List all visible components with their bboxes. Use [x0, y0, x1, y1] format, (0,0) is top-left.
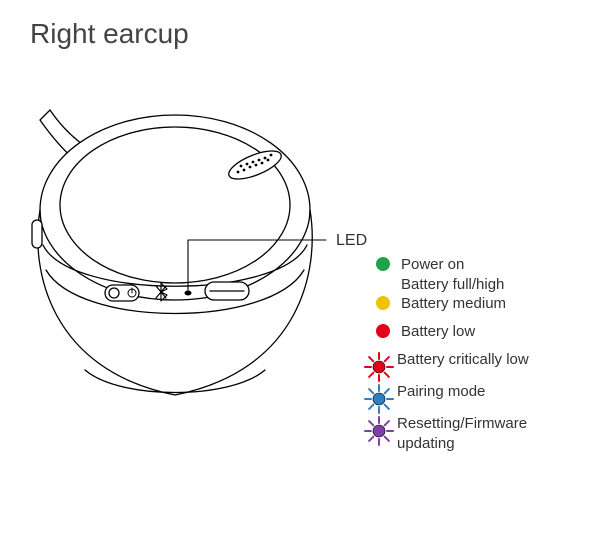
legend-row: Power onBattery full/high [365, 255, 577, 294]
flashing-led-icon [361, 382, 397, 414]
earcup-diagram [10, 70, 340, 425]
legend-label: Resetting/Firmware updating [397, 414, 577, 453]
solid-led-icon [365, 322, 401, 338]
legend-row: Battery low [365, 322, 577, 350]
flashing-led-icon [361, 350, 397, 382]
legend-label: Power onBattery full/high [401, 255, 504, 294]
page-title: Right earcup [30, 18, 189, 50]
led-legend: Power onBattery full/highBattery medium B… [365, 255, 577, 453]
legend-label: Battery critically low [397, 350, 529, 370]
legend-label: Pairing mode [397, 382, 485, 402]
solid-led-icon [365, 255, 401, 271]
solid-led-icon [365, 294, 401, 310]
legend-label: Battery medium [401, 294, 506, 314]
flashing-led-icon [361, 414, 397, 446]
legend-row: Pairing mode [365, 382, 577, 414]
legend-row: Battery critically low [365, 350, 577, 382]
legend-row: Battery medium [365, 294, 577, 322]
led-label: LED [336, 232, 367, 250]
legend-row: Resetting/Firmware updating [365, 414, 577, 453]
legend-label: Battery low [401, 322, 475, 342]
